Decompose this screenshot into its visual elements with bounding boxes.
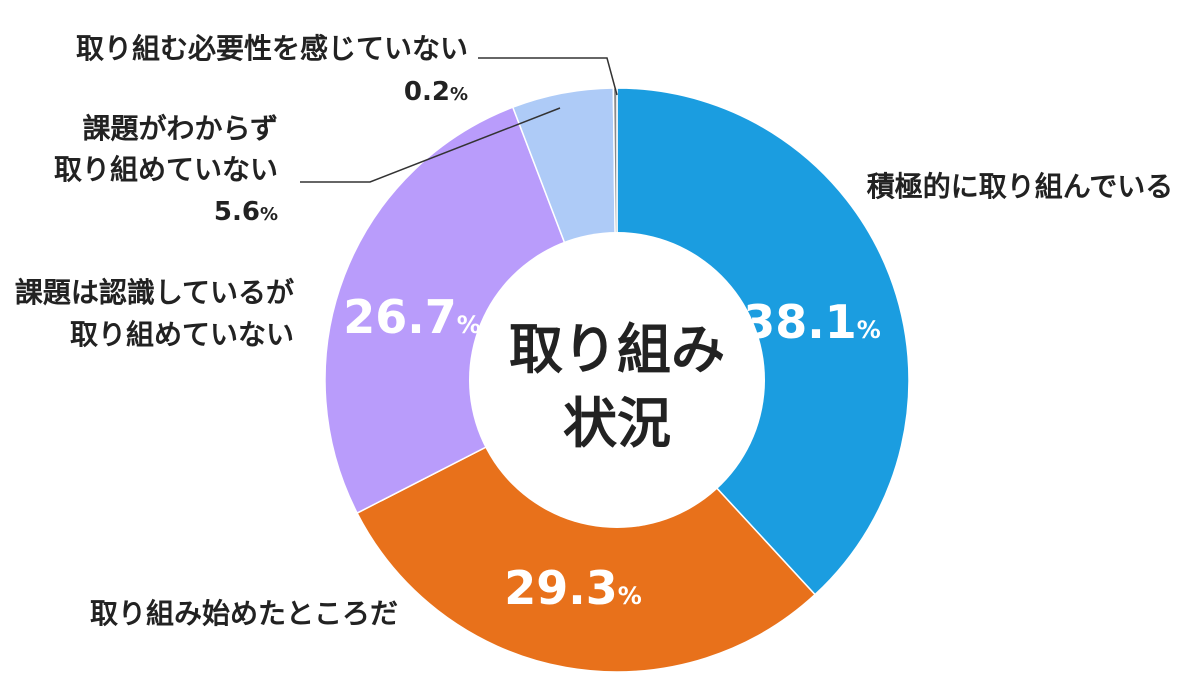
slice-5-value: 0.2% <box>404 77 468 107</box>
slice-4-label-line-2: 取り組めていない <box>54 153 278 186</box>
slice-5-leader-line <box>478 57 618 96</box>
slice-1-value: 38.1% <box>743 295 881 349</box>
slice-2 <box>356 379 817 673</box>
donut-hole <box>469 232 765 528</box>
slice-4-leader-line <box>300 107 561 183</box>
leader-lines <box>300 57 618 183</box>
slice-3-label-line-2: 取り組めていない <box>70 318 294 351</box>
slice-2-label-line-1: 取り組み始めたところだ <box>90 597 398 630</box>
slice-1-label-line-1: 積極的に取り組んでいる <box>867 170 1174 203</box>
center-title-line-1: 取り組み <box>509 318 725 381</box>
slice-3-label-line-1: 課題は認識しているが <box>15 276 294 309</box>
slice-4-label-line-1: 課題がわからず <box>83 112 278 145</box>
center-title-line-2: 状況 <box>563 392 671 455</box>
slice-2-value: 29.3% <box>504 561 642 615</box>
slice-1 <box>616 87 910 596</box>
slice-4-value: 5.6% <box>214 197 278 227</box>
slice-5-label-line-1: 取り組む必要性を感じていない <box>76 32 468 65</box>
slice-labels: 積極的に取り組んでいる 38.1% 取り組み始めたところだ 29.3% 課題は認識してい… <box>15 32 1173 630</box>
slice-3-value: 26.7% <box>343 290 481 344</box>
